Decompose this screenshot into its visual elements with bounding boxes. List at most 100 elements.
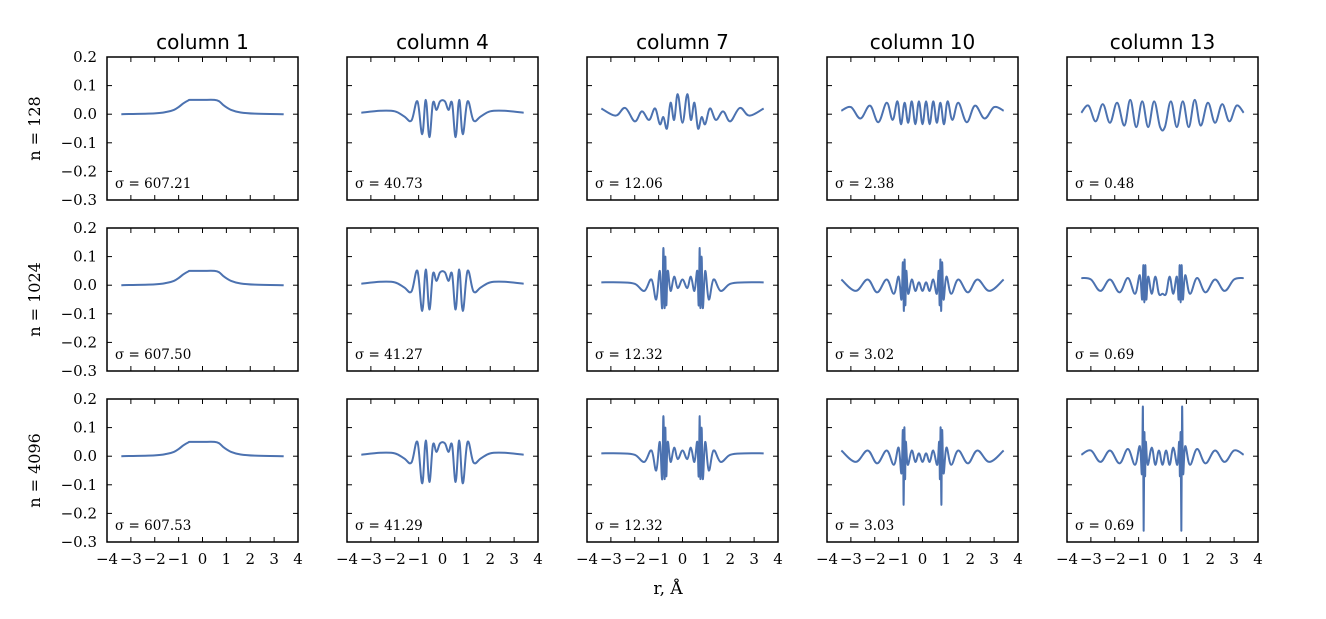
sigma-annotation: σ = 607.21 xyxy=(115,176,191,192)
panel-frame xyxy=(346,227,539,372)
x-tick-label: 3 xyxy=(989,550,999,568)
x-tick-label: 4 xyxy=(293,550,303,568)
sigma-annotation: σ = 0.69 xyxy=(1075,518,1134,534)
panel: σ = 0.48 xyxy=(1066,56,1259,201)
y-tick-label: 0.2 xyxy=(73,219,97,237)
column-title: column 10 xyxy=(870,30,975,54)
x-tick-label: −4 xyxy=(96,550,118,568)
x-tick-label: 1 xyxy=(702,550,712,568)
column-title: column 1 xyxy=(156,30,249,54)
y-tick-label: 0.2 xyxy=(73,390,97,408)
row-label: n = 128 xyxy=(25,96,44,160)
x-tick-label: −1 xyxy=(888,550,910,568)
panel: σ = 607.53 xyxy=(106,398,299,543)
y-tick-label: −0.1 xyxy=(61,134,97,152)
series-line xyxy=(361,268,524,312)
panel-frame xyxy=(586,56,779,201)
series-line xyxy=(1080,98,1245,132)
x-tick-label: −4 xyxy=(1056,550,1078,568)
panel-frame xyxy=(586,227,779,372)
y-tick-label: 0.1 xyxy=(73,77,97,95)
series-line xyxy=(121,269,284,287)
panel-frame xyxy=(106,56,299,201)
x-tick-label: −3 xyxy=(600,550,622,568)
x-tick-label: 2 xyxy=(725,550,735,568)
x-tick-label: 4 xyxy=(1253,550,1263,568)
sigma-annotation: σ = 12.06 xyxy=(595,176,663,192)
x-tick-label: 2 xyxy=(485,550,495,568)
x-axis-tick-labels: −4 −3 −2 −1 0 1 2 3 4 −4 −3 −2 −1 0 1 2 3 4 −4 −3 −2 −1 0 1 2 3 4−… xyxy=(96,550,1263,568)
y-tick-label: −0.1 xyxy=(61,476,97,494)
series-line xyxy=(601,247,764,310)
x-tick-label: −1 xyxy=(1128,550,1150,568)
panel: σ = 0.69 xyxy=(1066,398,1259,543)
x-tick-label: 1 xyxy=(222,550,232,568)
y-tick-label: −0.3 xyxy=(61,533,97,551)
x-tick-label: 1 xyxy=(462,550,472,568)
x-tick-label: 1 xyxy=(942,550,952,568)
x-tick-label: −4 xyxy=(336,550,358,568)
x-tick-label: −2 xyxy=(144,550,166,568)
x-tick-label: 4 xyxy=(773,550,783,568)
y-tick-label: −0.2 xyxy=(61,504,97,522)
x-tick-label: −1 xyxy=(648,550,670,568)
series-line xyxy=(840,100,1005,126)
panel-frame xyxy=(1066,398,1259,543)
y-tick-label: −0.3 xyxy=(61,191,97,209)
panel-frame xyxy=(1066,227,1259,372)
x-tick-label: −4 xyxy=(576,550,598,568)
series-line xyxy=(1080,405,1245,532)
panel-frame xyxy=(826,398,1019,543)
x-tick-label: −3 xyxy=(120,550,142,568)
sigma-annotation: σ = 40.73 xyxy=(355,176,423,192)
sigma-annotation: σ = 41.29 xyxy=(355,518,423,534)
series-line xyxy=(601,415,764,481)
column-title: column 4 xyxy=(396,30,489,54)
sigma-annotation: σ = 12.32 xyxy=(595,518,663,534)
x-tick-label: −1 xyxy=(408,550,430,568)
y-tick-label: −0.2 xyxy=(61,333,97,351)
x-tick-label: −3 xyxy=(840,550,862,568)
panel-frame xyxy=(346,398,539,543)
x-tick-label: −4 xyxy=(816,550,838,568)
y-tick-label: −0.2 xyxy=(61,162,97,180)
panel: σ = 607.50 xyxy=(106,227,299,372)
y-tick-label: −0.1 xyxy=(61,305,97,323)
x-tick-label: 0 xyxy=(438,550,448,568)
panel: σ = 41.27 xyxy=(346,227,539,372)
panel-frame xyxy=(826,56,1019,201)
panel: σ = 3.03 xyxy=(826,398,1019,543)
row-label: n = 1024 xyxy=(25,262,44,337)
sigma-annotation: σ = 3.02 xyxy=(835,347,894,363)
sigma-annotation: σ = 3.03 xyxy=(835,518,894,534)
series-line xyxy=(121,98,284,116)
series-line xyxy=(600,93,765,130)
sigma-annotation: σ = 0.48 xyxy=(1075,176,1134,192)
panel: σ = 12.06 xyxy=(586,56,779,201)
x-tick-label: −2 xyxy=(1104,550,1126,568)
y-tick-label: 0.0 xyxy=(73,276,97,294)
y-tick-label: −0.3 xyxy=(61,362,97,380)
y-tick-label: 0.2 xyxy=(73,48,97,66)
series-line xyxy=(840,426,1005,506)
panel: σ = 3.02 xyxy=(826,227,1019,372)
series-line xyxy=(121,440,284,458)
panel: σ = 2.38 xyxy=(826,56,1019,201)
series-line xyxy=(840,258,1005,312)
x-axis-label: r, Å xyxy=(653,578,683,599)
sigma-annotation: σ = 0.69 xyxy=(1075,347,1134,363)
x-tick-label: 2 xyxy=(965,550,975,568)
x-tick-label: −2 xyxy=(864,550,886,568)
panel-frame xyxy=(826,227,1019,372)
x-tick-label: 1 xyxy=(1182,550,1192,568)
series-line xyxy=(361,98,524,139)
panel-frame xyxy=(106,398,299,543)
y-tick-label: 0.1 xyxy=(73,419,97,437)
column-title: column 13 xyxy=(1110,30,1215,54)
x-tick-label: 0 xyxy=(918,550,928,568)
y-axis-tick-labels: 0.2 0.1 0.0 −0.1 −0.2 −0.3 0.2 0.1 0.0 −0.1 −0.2 −0… xyxy=(61,48,97,551)
row-labels: n = 128 n = 1024 n = 4096 xyxy=(25,96,44,508)
x-tick-label: 4 xyxy=(1013,550,1023,568)
x-tick-label: −3 xyxy=(1080,550,1102,568)
